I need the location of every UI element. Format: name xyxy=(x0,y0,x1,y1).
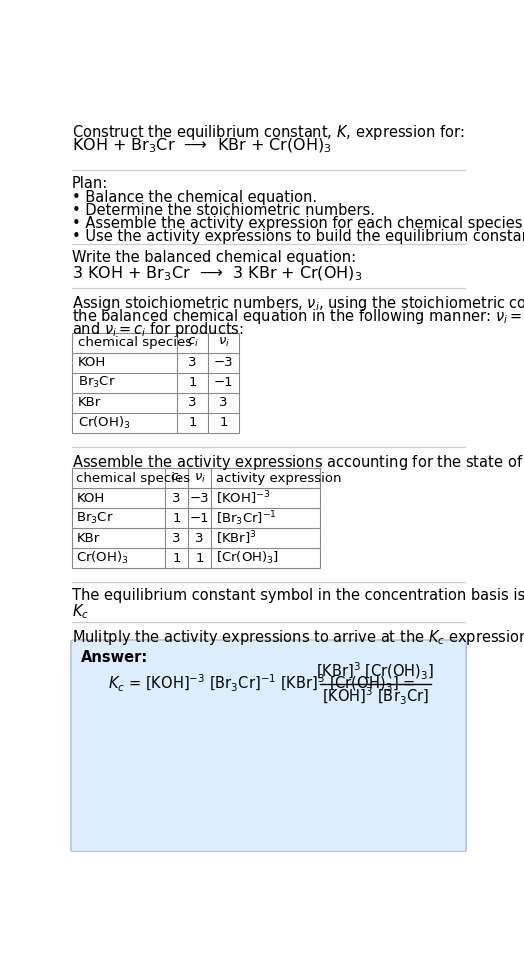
Text: 1: 1 xyxy=(195,552,204,565)
Text: $c_i$: $c_i$ xyxy=(170,472,182,485)
Text: 1: 1 xyxy=(172,512,181,524)
Text: 1: 1 xyxy=(220,416,228,430)
Text: [KBr]$^3$ [Cr(OH)$_3$]: [KBr]$^3$ [Cr(OH)$_3$] xyxy=(316,661,434,682)
Text: $c_i$: $c_i$ xyxy=(187,336,199,349)
Text: Assign stoichiometric numbers, $\nu_i$, using the stoichiometric coefficients, $: Assign stoichiometric numbers, $\nu_i$, … xyxy=(72,294,524,313)
Text: 3: 3 xyxy=(220,396,228,410)
Text: Cr(OH)$_3$: Cr(OH)$_3$ xyxy=(77,550,129,567)
Bar xyxy=(72,468,320,568)
Text: and $\nu_i = c_i$ for products:: and $\nu_i = c_i$ for products: xyxy=(72,321,244,340)
Text: −3: −3 xyxy=(190,492,210,504)
Text: chemical species: chemical species xyxy=(77,472,191,485)
Text: • Balance the chemical equation.: • Balance the chemical equation. xyxy=(72,189,317,205)
Text: [Cr(OH)$_3$]: [Cr(OH)$_3$] xyxy=(216,550,279,567)
Text: • Assemble the activity expression for each chemical species.: • Assemble the activity expression for e… xyxy=(72,215,524,231)
Text: Assemble the activity expressions accounting for the state of matter and $\nu_i$: Assemble the activity expressions accoun… xyxy=(72,453,524,472)
Bar xyxy=(72,333,239,433)
Text: Br$_3$Cr: Br$_3$Cr xyxy=(77,511,114,525)
Text: $\nu_i$: $\nu_i$ xyxy=(193,472,205,485)
Text: KOH: KOH xyxy=(78,356,106,369)
Text: KOH + Br$_3$Cr  ⟶  KBr + Cr(OH)$_3$: KOH + Br$_3$Cr ⟶ KBr + Cr(OH)$_3$ xyxy=(72,137,332,155)
Text: 3: 3 xyxy=(172,492,181,504)
Text: −1: −1 xyxy=(214,376,233,389)
Text: −3: −3 xyxy=(214,356,233,369)
Text: activity expression: activity expression xyxy=(216,472,341,485)
Text: 1: 1 xyxy=(188,376,197,389)
Text: $K_c$: $K_c$ xyxy=(72,602,89,621)
Text: 1: 1 xyxy=(172,552,181,565)
Text: KBr: KBr xyxy=(78,396,101,410)
Text: 3: 3 xyxy=(188,396,197,410)
Text: 3: 3 xyxy=(172,532,181,545)
Text: Answer:: Answer: xyxy=(81,650,148,665)
Text: [KOH]$^3$ [Br$_3$Cr]: [KOH]$^3$ [Br$_3$Cr] xyxy=(322,685,429,706)
Text: 3: 3 xyxy=(188,356,197,369)
Text: • Determine the stoichiometric numbers.: • Determine the stoichiometric numbers. xyxy=(72,203,375,217)
Text: [Br$_3$Cr]$^{-1}$: [Br$_3$Cr]$^{-1}$ xyxy=(216,509,277,527)
Text: KOH: KOH xyxy=(77,492,105,504)
Text: Construct the equilibrium constant, $K$, expression for:: Construct the equilibrium constant, $K$,… xyxy=(72,122,464,142)
Text: Cr(OH)$_3$: Cr(OH)$_3$ xyxy=(78,414,130,431)
Text: KBr: KBr xyxy=(77,532,100,545)
Text: $K_c$ = [KOH]$^{-3}$ [Br$_3$Cr]$^{-1}$ [KBr]$^3$ [Cr(OH)$_3$] =: $K_c$ = [KOH]$^{-3}$ [Br$_3$Cr]$^{-1}$ [… xyxy=(108,674,415,695)
FancyBboxPatch shape xyxy=(71,640,466,852)
Text: • Use the activity expressions to build the equilibrium constant expression.: • Use the activity expressions to build … xyxy=(72,229,524,244)
Text: The equilibrium constant symbol in the concentration basis is:: The equilibrium constant symbol in the c… xyxy=(72,589,524,604)
Text: chemical species: chemical species xyxy=(78,336,192,349)
Text: $\nu_i$: $\nu_i$ xyxy=(217,336,230,349)
Text: [KOH]$^{-3}$: [KOH]$^{-3}$ xyxy=(216,490,270,507)
Text: the balanced chemical equation in the following manner: $\nu_i = -c_i$ for react: the balanced chemical equation in the fo… xyxy=(72,307,524,326)
Text: 3 KOH + Br$_3$Cr  ⟶  3 KBr + Cr(OH)$_3$: 3 KOH + Br$_3$Cr ⟶ 3 KBr + Cr(OH)$_3$ xyxy=(72,264,362,282)
Text: Plan:: Plan: xyxy=(72,176,108,191)
Text: −1: −1 xyxy=(190,512,210,524)
Text: 3: 3 xyxy=(195,532,204,545)
Text: [KBr]$^3$: [KBr]$^3$ xyxy=(216,529,257,547)
Text: Br$_3$Cr: Br$_3$Cr xyxy=(78,375,116,390)
Text: Write the balanced chemical equation:: Write the balanced chemical equation: xyxy=(72,251,356,265)
Text: Mulitply the activity expressions to arrive at the $K_c$ expression:: Mulitply the activity expressions to arr… xyxy=(72,629,524,648)
Text: 1: 1 xyxy=(188,416,197,430)
